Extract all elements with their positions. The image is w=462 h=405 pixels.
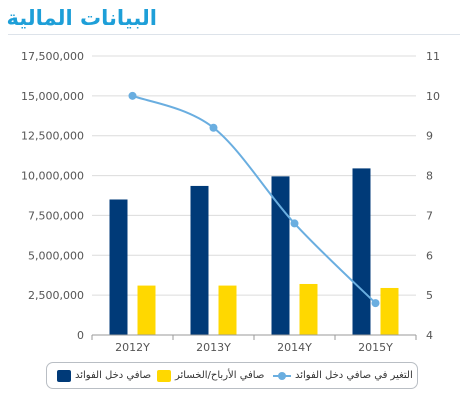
x-tick-label: 2013Y [196,341,231,354]
legend-item-net-profit[interactable]: صافي الأرباح/الخسائر [157,363,264,388]
y-right-tick-label: 7 [426,209,433,222]
line-interest-change [132,94,377,304]
y-left-tick-label: 12,500,000 [21,130,84,143]
x-tick-label: 2015Y [358,341,393,354]
legend: صافي دخل الفوائد صافي الأرباح/الخسائر ال… [46,362,418,389]
bar-net-profit [299,283,318,335]
bar-net-profit [218,285,237,335]
legend-swatch-yellow [157,369,171,382]
bars [109,168,399,335]
line-point [128,91,137,100]
bar-interest-income [109,199,128,335]
bar-interest-income [190,185,209,335]
title-divider [8,34,460,35]
x-tick-label: 2012Y [115,341,150,354]
y-right-tick-label: 4 [426,329,433,342]
y-right-tick-label: 9 [426,130,433,143]
page-title: البيانات المالية [6,6,157,30]
line-point [209,123,218,132]
line-point [290,219,299,228]
y-left-tick-label: 7,500,000 [28,209,84,222]
y-left-tick-label: 17,500,000 [21,50,84,63]
y-left-tick-label: 2,500,000 [28,289,84,302]
legend-item-interest-income[interactable]: صافي دخل الفوائد [57,363,151,388]
legend-swatch-line [273,370,291,382]
y-right-tick-label: 5 [426,289,433,302]
y-right-tick-label: 6 [426,249,433,262]
y-left-tick-label: 10,000,000 [21,170,84,183]
bar-net-profit [380,287,399,335]
bar-interest-income [271,176,290,335]
bar-interest-income [352,168,371,335]
y-right-tick-label: 8 [426,170,433,183]
y-left-tick-label: 15,000,000 [21,90,84,103]
x-tick-label: 2014Y [277,341,312,354]
line-point [371,299,380,308]
y-left-tick-label: 5,000,000 [28,249,84,262]
legend-swatch-dark-blue [57,369,71,382]
legend-label: التغير في صافي دخل الفوائد [295,370,413,381]
y-right-tick-label: 10 [426,90,440,103]
y-left-tick-label: 0 [77,329,84,342]
legend-label: صافي دخل الفوائد [75,370,152,381]
legend-item-interest-change[interactable]: التغير في صافي دخل الفوائد [273,363,413,388]
legend-label: صافي الأرباح/الخسائر [175,370,265,381]
line-series [128,91,380,308]
axes: 0 2,500,000 5,000,000 7,500,000 10,000,000 12… [21,50,440,354]
bar-net-profit [137,285,156,335]
y-right-tick-label: 11 [426,50,440,63]
